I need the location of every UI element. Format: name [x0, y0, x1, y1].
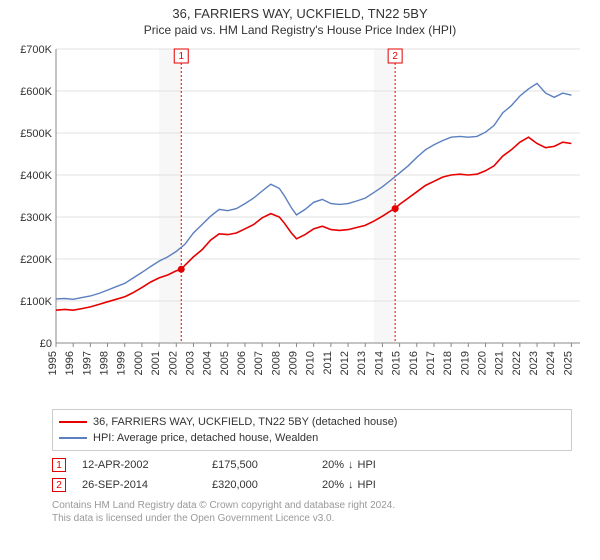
sale-marker-1: 1 [52, 458, 66, 472]
svg-text:1998: 1998 [99, 351, 111, 375]
legend-label-hpi: HPI: Average price, detached house, Weal… [93, 432, 318, 444]
svg-text:2025: 2025 [562, 351, 574, 375]
svg-text:1997: 1997 [81, 351, 93, 375]
svg-text:1995: 1995 [47, 351, 59, 375]
svg-text:2009: 2009 [288, 351, 300, 375]
svg-text:2017: 2017 [425, 351, 437, 375]
svg-text:2001: 2001 [150, 351, 162, 375]
sales-table: 1 12-APR-2002 £175,500 20% ↓ HPI 2 26-SE… [52, 455, 572, 495]
sale-diff-2: 20% ↓ HPI [322, 479, 442, 491]
sale-row-1: 1 12-APR-2002 £175,500 20% ↓ HPI [52, 455, 572, 475]
svg-text:2005: 2005 [219, 351, 231, 375]
chart-subtitle: Price paid vs. HM Land Registry's House … [8, 23, 592, 37]
svg-text:£600K: £600K [20, 86, 52, 98]
svg-text:2004: 2004 [202, 351, 214, 375]
svg-text:2011: 2011 [322, 351, 334, 375]
svg-text:£200K: £200K [20, 254, 52, 266]
footer-line-2: This data is licensed under the Open Gov… [52, 512, 572, 525]
sale-marker-1-label: 1 [56, 460, 62, 471]
sale-price-2: £320,000 [212, 479, 322, 491]
legend-box: 36, FARRIERS WAY, UCKFIELD, TN22 5BY (de… [52, 409, 572, 451]
svg-text:2014: 2014 [373, 351, 385, 375]
footer-attribution: Contains HM Land Registry data © Crown c… [52, 499, 572, 525]
svg-text:2008: 2008 [270, 351, 282, 375]
chart-svg: £0 £100K £200K £300K £400K £500K £600K £700K 199… [8, 43, 584, 403]
sale-marker-2-label: 2 [56, 480, 62, 491]
svg-text:£400K: £400K [20, 170, 52, 182]
legend-swatch-property [59, 421, 87, 423]
sale-row-2: 2 26-SEP-2014 £320,000 20% ↓ HPI [52, 475, 572, 495]
arrow-down-icon: ↓ [348, 459, 354, 471]
sale-date-1: 12-APR-2002 [82, 459, 212, 471]
svg-text:£500K: £500K [20, 128, 52, 140]
svg-text:2022: 2022 [511, 351, 523, 375]
svg-text:2007: 2007 [253, 351, 265, 375]
sale-date-2: 26-SEP-2014 [82, 479, 212, 491]
arrow-down-icon: ↓ [348, 479, 354, 491]
svg-text:2016: 2016 [408, 351, 420, 375]
svg-text:2002: 2002 [167, 351, 179, 375]
svg-text:2000: 2000 [133, 351, 145, 375]
sale-price-1: £175,500 [212, 459, 322, 471]
svg-text:2015: 2015 [391, 351, 403, 375]
svg-text:£100K: £100K [20, 296, 52, 308]
svg-text:2023: 2023 [528, 351, 540, 375]
svg-text:£300K: £300K [20, 212, 52, 224]
svg-text:2003: 2003 [184, 351, 196, 375]
footer-line-1: Contains HM Land Registry data © Crown c… [52, 499, 572, 512]
svg-text:1999: 1999 [116, 351, 128, 375]
chart-title: 36, FARRIERS WAY, UCKFIELD, TN22 5BY [8, 6, 592, 21]
svg-text:2021: 2021 [494, 351, 506, 375]
svg-text:2024: 2024 [545, 351, 557, 375]
svg-text:2013: 2013 [356, 351, 368, 375]
legend-swatch-hpi [59, 437, 87, 439]
svg-text:2: 2 [392, 51, 398, 62]
sale-diff-pct-2: 20% [322, 479, 344, 491]
svg-text:1996: 1996 [64, 351, 76, 375]
svg-text:£0: £0 [40, 338, 52, 350]
svg-text:2010: 2010 [305, 351, 317, 375]
sale-diff-vs-1: HPI [358, 459, 376, 471]
sale-diff-vs-2: HPI [358, 479, 376, 491]
legend-item-property: 36, FARRIERS WAY, UCKFIELD, TN22 5BY (de… [59, 414, 565, 430]
legend-label-property: 36, FARRIERS WAY, UCKFIELD, TN22 5BY (de… [93, 416, 397, 428]
svg-text:2012: 2012 [339, 351, 351, 375]
sale-diff-1: 20% ↓ HPI [322, 459, 442, 471]
sale-diff-pct-1: 20% [322, 459, 344, 471]
svg-text:1: 1 [178, 51, 184, 62]
svg-text:2018: 2018 [442, 351, 454, 375]
svg-text:2019: 2019 [459, 351, 471, 375]
legend-item-hpi: HPI: Average price, detached house, Weal… [59, 430, 565, 446]
sale-marker-2: 2 [52, 478, 66, 492]
svg-text:2006: 2006 [236, 351, 248, 375]
chart-area: £0 £100K £200K £300K £400K £500K £600K £700K 199… [8, 43, 592, 403]
svg-text:2020: 2020 [477, 351, 489, 375]
svg-text:£700K: £700K [20, 44, 52, 56]
